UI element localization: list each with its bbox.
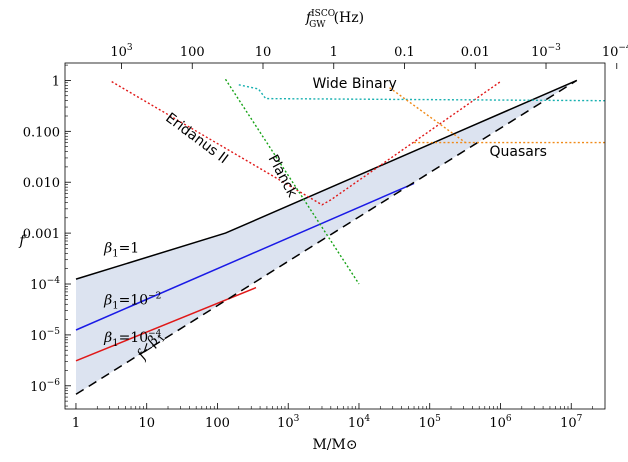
series-line-5	[224, 78, 360, 285]
top-axis-label: fISCO GW (Hz)	[305, 9, 364, 30]
series-label-1: β1=10−2	[103, 291, 161, 311]
top-tick-label: 10−4	[602, 43, 628, 60]
series-line-0	[75, 79, 578, 280]
top-tick-label: 103	[110, 43, 133, 60]
y-tick-label: 10−6	[30, 378, 60, 395]
x-tick-label: 100	[205, 416, 230, 431]
x-tick-label: 103	[277, 414, 300, 431]
y-tick-label: 1	[52, 74, 60, 89]
series-line-3	[75, 79, 578, 395]
top-tick-label: 10−3	[531, 43, 561, 60]
series-label-4: Eridanus II	[162, 110, 231, 167]
series-label-5: Planck	[265, 152, 301, 201]
x-tick-label: 1	[72, 416, 80, 431]
x-tick-label: 106	[489, 414, 512, 431]
x-tick-label: 104	[348, 414, 371, 431]
x-tick-label: 107	[560, 414, 583, 431]
series-label-6: Wide Binary	[312, 76, 396, 92]
series-line-7	[389, 87, 466, 144]
y-tick-label: 10−4	[30, 276, 60, 293]
series-line-6	[238, 84, 605, 102]
series-line-4	[111, 80, 501, 206]
tick-layer: 1 10 100 103 104 105 106 107 1 0.100 0.010 0.001 10−…	[23, 43, 628, 431]
x-tick-label: 10	[138, 416, 155, 431]
series-line-1	[75, 182, 415, 331]
top-tick-label: 10	[255, 45, 272, 60]
series-label-7: Quasars	[490, 144, 547, 160]
y-tick-label: 0.010	[23, 176, 60, 191]
y-tick-label: 0.100	[23, 125, 60, 140]
series-label-0: β1=1	[103, 240, 139, 259]
plot-frame	[64, 62, 606, 410]
series-layer	[75, 78, 605, 395]
y-axis-label: f	[18, 233, 27, 249]
top-tick-label: 0.1	[394, 45, 415, 60]
top-tick-label: 1	[330, 45, 338, 60]
x-tick-label: 105	[419, 414, 442, 431]
x-axis-label: M/M⊙	[312, 437, 357, 453]
series-label-2: β1=10−4	[103, 329, 162, 349]
series-line-2	[75, 286, 257, 362]
top-tick-label: 0.01	[461, 45, 490, 60]
y-tick-label: 0.001	[23, 227, 60, 242]
y-tick-label: 10−5	[30, 327, 60, 344]
top-tick-label: 100	[180, 45, 205, 60]
